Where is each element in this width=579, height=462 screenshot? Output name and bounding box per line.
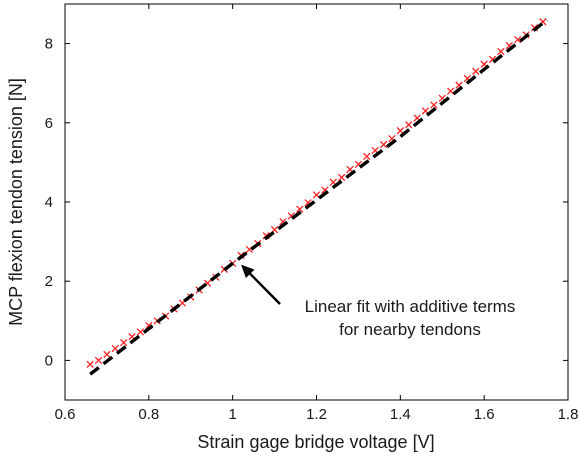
fit-line-series (89, 18, 549, 376)
data-point (94, 356, 103, 365)
x-tick-label: 1.8 (558, 406, 579, 423)
data-point (472, 67, 480, 75)
y-tick-label: 2 (45, 273, 53, 290)
x-tick-label: 1 (228, 406, 236, 423)
annotation-text-line-1: Linear fit with additive terms (305, 297, 516, 316)
data-point (296, 205, 304, 213)
data-point (446, 87, 455, 95)
x-tick-label: 0.6 (55, 406, 76, 423)
annotation: Linear fit with additive terms for nearb… (241, 264, 516, 339)
x-axis-label: Strain gage bridge voltage [V] (197, 432, 434, 452)
annotation-arrowhead (241, 264, 255, 279)
data-point (405, 121, 413, 129)
data-point (337, 173, 346, 182)
y-tick-label: 6 (45, 115, 53, 132)
y-tick-label: 8 (45, 36, 53, 53)
x-tick-label: 1.6 (474, 406, 495, 423)
data-point (363, 152, 371, 161)
y-tick-label: 0 (45, 352, 53, 369)
data-point (120, 338, 128, 347)
data-point (514, 35, 522, 44)
axis-ticks: 0.6 0.8 1 1.2 1.4 1.6 1.8 0 2 4 6 8 (45, 4, 579, 423)
data-point (136, 328, 145, 336)
x-tick-label: 1.4 (390, 406, 411, 423)
annotation-arrow (249, 272, 281, 305)
annotation-text-line-2: for nearby tendons (339, 320, 481, 339)
data-point (379, 140, 388, 149)
x-tick-label: 0.8 (138, 406, 159, 423)
data-point (430, 101, 438, 109)
y-tick-label: 4 (45, 194, 53, 211)
y-axis-label: MCP flexion tendon tension [N] (6, 78, 26, 326)
data-point (497, 47, 505, 56)
data-point (111, 344, 119, 353)
fit-line (89, 18, 549, 376)
data-point (103, 350, 111, 359)
plot-frame (64, 3, 569, 401)
data-point (86, 360, 94, 369)
x-tick-label: 1.2 (306, 406, 327, 423)
